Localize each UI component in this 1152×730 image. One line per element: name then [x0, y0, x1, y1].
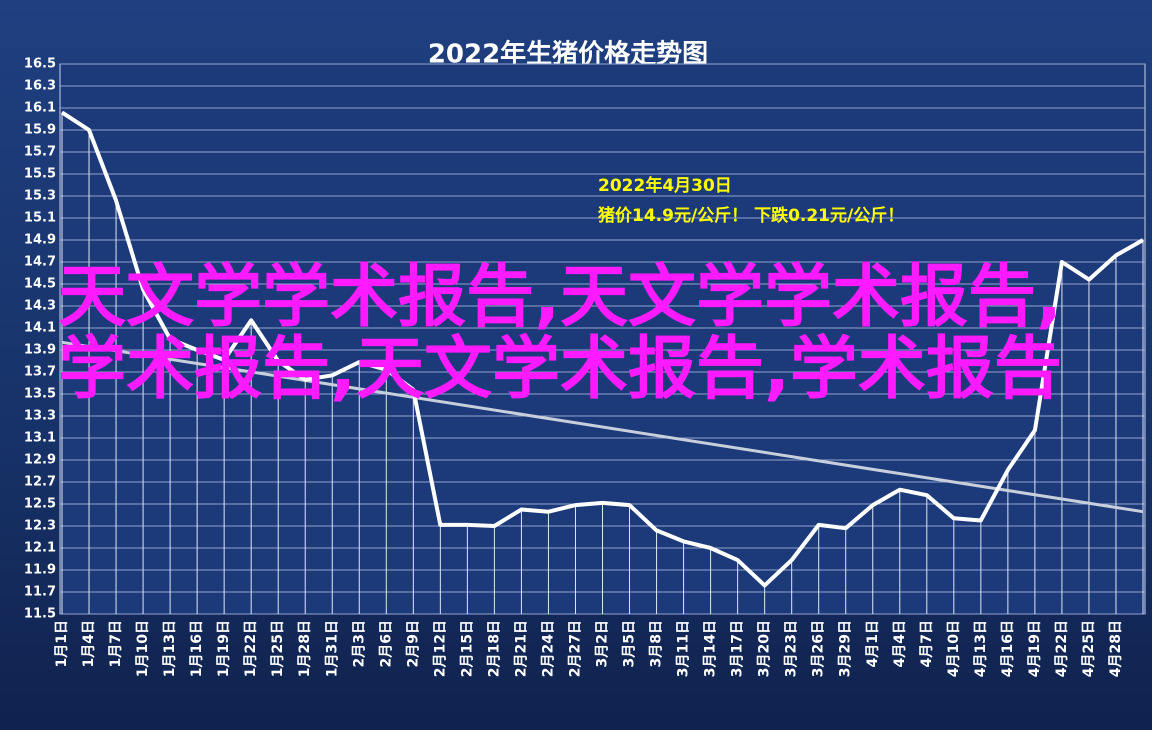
x-tick-label: 4月10日	[946, 620, 962, 677]
trend-line	[61, 340, 1144, 514]
x-tick-label: 2月9日	[405, 620, 421, 667]
x-tick-label: 4月4日	[892, 620, 908, 667]
x-tick-label: 4月22日	[1054, 620, 1070, 677]
y-tick-label: 14.1	[24, 321, 56, 336]
y-tick-label: 11.7	[24, 585, 56, 600]
x-tick-label: 1月7日	[108, 620, 124, 667]
x-tick-label: 4月16日	[1000, 620, 1016, 677]
x-tick-label: 4月1日	[865, 620, 881, 667]
annotation: 2022年4月30日	[598, 175, 732, 196]
y-tick-label: 13.9	[24, 343, 56, 358]
y-tick-label: 12.5	[24, 497, 56, 512]
x-tick-label: 1月19日	[216, 620, 232, 677]
y-tick-label: 11.9	[24, 563, 56, 578]
x-tick-label: 1月13日	[162, 620, 178, 677]
price-line	[60, 110, 1144, 588]
x-tick-label: 3月14日	[703, 620, 719, 677]
y-tick-label: 14.3	[24, 299, 56, 314]
watermark: 天文学学术报告,天文学学术报告,学术报告,天文学术报告,学术报告	[58, 258, 1062, 409]
y-tick-label: 14.5	[24, 277, 56, 292]
annotation: 猪价14.9元/公斤！ 下跌0.21元/公斤！	[598, 205, 904, 226]
x-tick-label: 2月6日	[378, 620, 394, 667]
y-tick-label: 12.1	[24, 541, 56, 556]
x-tick-label: 2月21日	[513, 620, 529, 677]
x-tick-label: 1月1日	[54, 620, 70, 667]
x-tick-label: 3月11日	[676, 620, 692, 677]
y-tick-label: 12.7	[24, 475, 56, 490]
y-tick-label: 16.3	[24, 79, 56, 94]
x-tick-label: 1月22日	[243, 620, 259, 677]
y-tick-label: 15.1	[24, 211, 56, 226]
x-tick-label: 3月5日	[622, 620, 638, 667]
y-tick-label: 13.3	[24, 409, 56, 424]
y-tick-label: 14.7	[24, 255, 56, 270]
x-tick-label: 2月27日	[567, 620, 583, 677]
y-tick-label: 15.3	[24, 189, 56, 204]
y-tick-label: 15.5	[24, 167, 56, 182]
y-tick-label: 15.9	[24, 123, 56, 138]
x-tick-label: 4月19日	[1027, 620, 1043, 677]
y-tick-label: 13.1	[24, 431, 56, 446]
y-tick-label: 15.7	[24, 145, 56, 160]
x-tick-label: 4月13日	[973, 620, 989, 677]
x-tick-label: 1月25日	[270, 620, 286, 677]
x-tick-label: 2月12日	[432, 620, 448, 677]
y-tick-label: 13.7	[24, 365, 56, 380]
x-tick-label: 2月24日	[540, 620, 556, 677]
x-tick-label: 1月4日	[81, 620, 97, 667]
x-tick-label: 2月3日	[351, 620, 367, 667]
y-tick-label: 12.3	[24, 519, 56, 534]
x-tick-label: 1月31日	[324, 620, 340, 677]
y-tick-label: 11.5	[24, 607, 56, 622]
y-tick-label: 13.5	[24, 387, 56, 402]
x-tick-label: 3月23日	[784, 620, 800, 677]
x-tick-label: 4月25日	[1081, 620, 1097, 677]
x-tick-label: 1月28日	[297, 620, 313, 677]
x-tick-label: 1月16日	[189, 620, 205, 677]
y-tick-label: 12.9	[24, 453, 56, 468]
x-tick-label: 3月17日	[730, 620, 746, 677]
x-tick-label: 3月29日	[838, 620, 854, 677]
y-tick-label: 14.9	[24, 233, 56, 248]
x-tick-label: 3月20日	[757, 620, 773, 677]
x-tick-label: 4月28日	[1108, 620, 1124, 677]
y-tick-label: 16.1	[24, 101, 56, 116]
x-tick-label: 2月15日	[459, 620, 475, 677]
x-tick-label: 1月10日	[135, 620, 151, 677]
x-tick-label: 3月8日	[649, 620, 665, 667]
y-tick-label: 16.5	[24, 57, 56, 72]
x-tick-label: 2月18日	[486, 620, 502, 677]
x-tick-label: 3月2日	[595, 620, 611, 667]
x-tick-label: 3月26日	[811, 620, 827, 677]
x-tick-label: 4月7日	[919, 620, 935, 667]
